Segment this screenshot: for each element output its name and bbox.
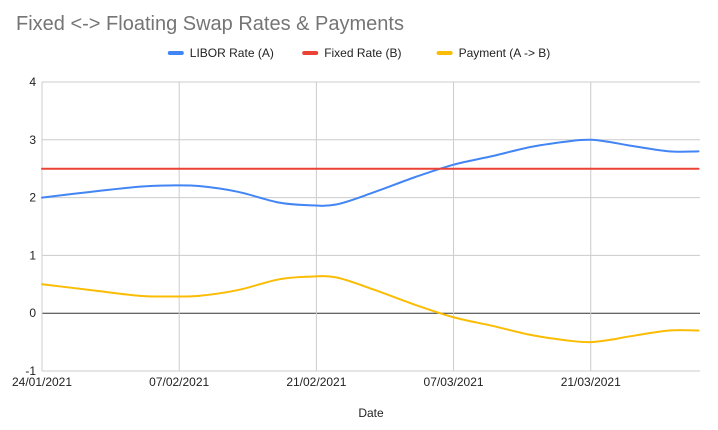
legend-label: Payment (A -> B) (459, 46, 551, 60)
y-tick-label: 2 (29, 191, 36, 205)
y-tick-label: 3 (29, 133, 36, 147)
legend: LIBOR Rate (A) Fixed Rate (B) Payment (A -… (167, 46, 551, 60)
x-tick-label: 07/03/2021 (424, 375, 484, 389)
chart-title: Fixed <-> Floating Swap Rates & Payments (16, 13, 404, 35)
y-axis: -1 0 1 2 3 4 (25, 75, 36, 378)
x-axis-title: Date (358, 406, 384, 420)
x-axis: 24/01/2021 07/02/2021 21/02/2021 07/03/2021… (12, 375, 621, 389)
legend-item-payment-a-b[interactable]: Payment (A -> B) (436, 46, 551, 60)
x-tick-label: 21/02/2021 (286, 375, 346, 389)
legend-item-libor-rate-a[interactable]: LIBOR Rate (A) (167, 46, 274, 60)
series-layer (41, 138, 700, 344)
x-tick-label: 07/02/2021 (149, 375, 209, 389)
legend-item-fixed-rate-b[interactable]: Fixed Rate (B) (302, 46, 402, 60)
y-tick-label: 1 (29, 248, 36, 262)
series-line-libor-rate-a (41, 138, 700, 207)
gridlines (41, 81, 700, 372)
y-tick-label: 4 (29, 75, 36, 89)
legend-label: Fixed Rate (B) (324, 46, 401, 60)
y-tick-label: 0 (29, 306, 36, 320)
y-tick-label: -1 (25, 364, 36, 378)
x-tick-label: 21/03/2021 (561, 375, 621, 389)
x-tick-label: 24/01/2021 (12, 375, 72, 389)
legend-label: LIBOR Rate (A) (190, 46, 274, 60)
series-line-payment-a-b (41, 275, 700, 344)
